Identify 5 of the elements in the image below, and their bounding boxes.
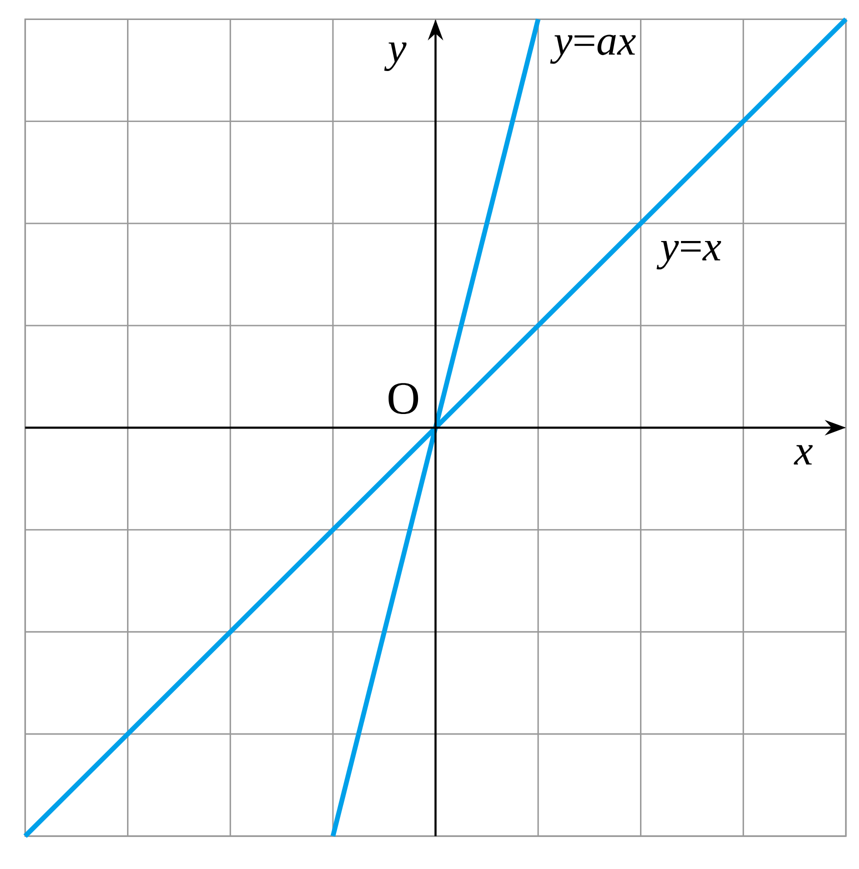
series-label: y=ax (550, 34, 636, 64)
annotation: O (388, 383, 418, 414)
series-label: y=x (656, 240, 721, 270)
y-axis-title: y (384, 42, 406, 71)
x-axis-title: x (794, 445, 813, 465)
